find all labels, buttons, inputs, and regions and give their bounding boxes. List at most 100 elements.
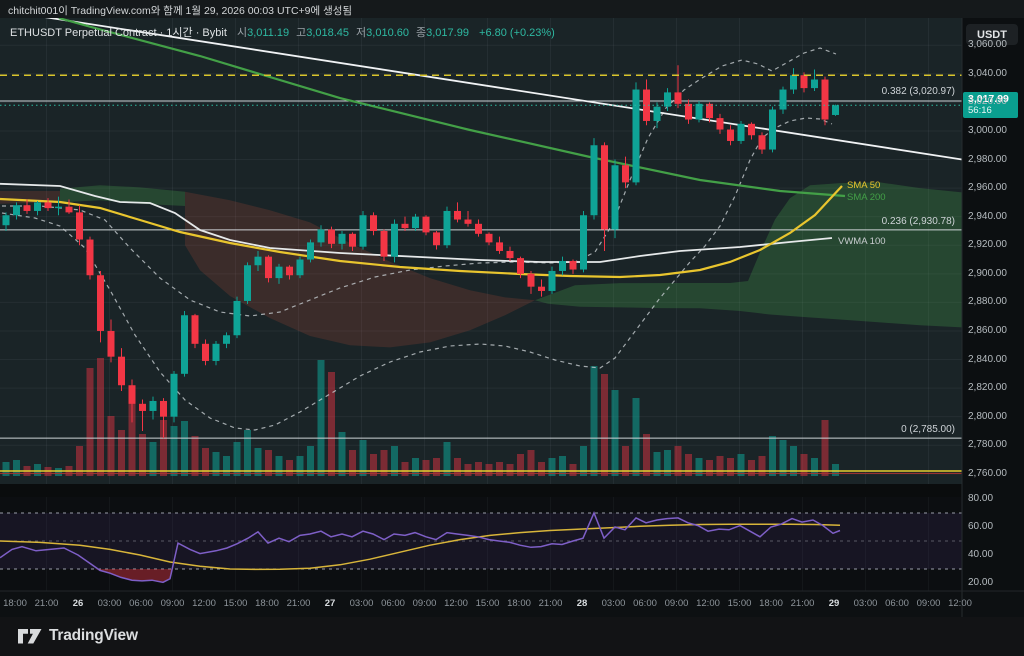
volume-bar <box>328 372 335 476</box>
candle-body <box>2 215 10 226</box>
volume-bar <box>191 436 199 476</box>
pane-separator <box>0 484 962 497</box>
candle-body <box>65 206 73 213</box>
time-tick-label: 29 <box>828 598 840 609</box>
ichimoku-cloud-bull_left <box>60 185 185 206</box>
time-tick-label: 09:00 <box>916 598 941 609</box>
time-tick-label: 21:00 <box>34 598 59 609</box>
fib-label-0[interactable]: 0 (2,785.00) <box>901 424 955 435</box>
price-tick-label: 2,760.00 <box>968 467 1007 479</box>
candle-body <box>517 258 524 274</box>
candle-body <box>370 215 377 231</box>
candle-body <box>758 135 766 150</box>
sma50-label: SMA 50 <box>847 180 881 191</box>
volume-bar <box>811 458 818 476</box>
rsi-tick-label: 40.00 <box>968 549 994 560</box>
candle-body <box>653 106 661 121</box>
time-tick-label: 12:00 <box>192 598 216 609</box>
tradingview-wordmark: TradingView <box>49 627 138 644</box>
candle-body <box>44 202 52 209</box>
candle-body <box>149 400 157 411</box>
price-tick-label: 3,040.00 <box>968 67 1007 79</box>
candle-body <box>590 145 598 216</box>
candle-body <box>821 79 829 120</box>
volume-bar <box>296 456 304 476</box>
candle-body <box>674 92 682 104</box>
time-tick-label: 09:00 <box>160 598 185 609</box>
fib-label-0236[interactable]: 0.236 (2,930.78) <box>881 216 955 227</box>
volume-bar <box>569 464 577 476</box>
candle-body <box>496 242 503 251</box>
candle-body <box>34 202 41 211</box>
candle-body <box>622 165 629 183</box>
volume-bar <box>580 446 587 476</box>
volume-bar <box>685 454 692 476</box>
time-tick-label: 21:00 <box>538 598 563 609</box>
ohlc-field-value: 3,010.60 <box>366 27 409 39</box>
candle-body <box>632 89 640 183</box>
time-tick-label: 18:00 <box>507 598 531 609</box>
candle-body <box>160 400 167 417</box>
volume-bar <box>716 456 724 476</box>
candle-body <box>664 92 671 107</box>
volume-bar <box>695 458 703 476</box>
candle-body <box>695 103 703 120</box>
time-tick-label: 09:00 <box>664 598 689 609</box>
symbol-info-bar[interactable]: ETHUSDT Perpetual Contract · 1시간 · Bybit… <box>10 24 555 40</box>
symbol-title[interactable]: ETHUSDT Perpetual Contract · 1시간 · Bybit <box>10 27 227 39</box>
volume-bar <box>611 390 619 476</box>
price-tick-label: 2,820.00 <box>968 382 1007 394</box>
candle-body <box>485 233 493 243</box>
candle-body <box>118 356 125 386</box>
volume-bar <box>338 432 346 476</box>
candle-body <box>296 259 304 276</box>
volume-bar <box>769 436 776 476</box>
time-tick-label: 09:00 <box>412 598 437 609</box>
volume-bar <box>664 450 671 476</box>
tradingview-logo[interactable]: TradingView <box>18 627 138 645</box>
main-plot <box>0 15 962 476</box>
fib-label-0382[interactable]: 0.382 (3,020.97) <box>881 86 955 97</box>
price-tick-label: 3,060.00 <box>968 39 1007 51</box>
volume-bar <box>202 448 209 476</box>
time-tick-label: 03:00 <box>601 598 626 609</box>
currency-toggle-button[interactable]: USDT <box>966 24 1018 45</box>
candle-body <box>307 242 314 260</box>
time-tick-label: 15:00 <box>727 598 752 609</box>
footer-strip-bg <box>0 617 1024 656</box>
ichimoku-cloud-bull_right <box>535 182 962 328</box>
ohlc-field-value: 3,018.45 <box>306 27 350 39</box>
ohlc-field-value: 3,011.19 <box>247 27 290 39</box>
trendline[interactable] <box>33 15 962 161</box>
volume-bar <box>779 440 787 476</box>
volume-bar <box>391 446 398 476</box>
candle-body <box>401 223 409 229</box>
candle-body <box>286 266 293 276</box>
time-tick-label: 12:00 <box>444 598 468 609</box>
ohlc-field-value: 3,017.99 <box>426 27 469 39</box>
candle-body <box>76 212 83 240</box>
time-tick-label: 18:00 <box>759 598 783 609</box>
volume-bar <box>727 458 734 476</box>
last-price-tag[interactable]: 3,017.99 56:16 <box>963 92 1018 118</box>
volume-bar <box>86 368 94 476</box>
volume-bar <box>170 426 178 476</box>
rsi-line <box>0 511 841 584</box>
time-tick-label: 21:00 <box>286 598 311 609</box>
price-tick-label: 3,020.00 <box>968 96 1007 108</box>
price-change: +6.80 (+0.23%) <box>479 27 555 39</box>
time-tick-label: 03:00 <box>853 598 878 609</box>
volume-bar <box>622 446 629 476</box>
candle-body <box>338 233 346 244</box>
candle-body <box>727 129 734 141</box>
candle-body <box>643 89 650 121</box>
volume-bar <box>506 464 514 476</box>
candle-body <box>433 232 440 246</box>
rsi-pane <box>0 511 962 584</box>
volume-bar <box>559 456 566 476</box>
volume-bar <box>517 454 524 476</box>
volume-bar <box>349 450 356 476</box>
vwma100-line <box>0 182 833 263</box>
volume-bar <box>275 456 283 476</box>
